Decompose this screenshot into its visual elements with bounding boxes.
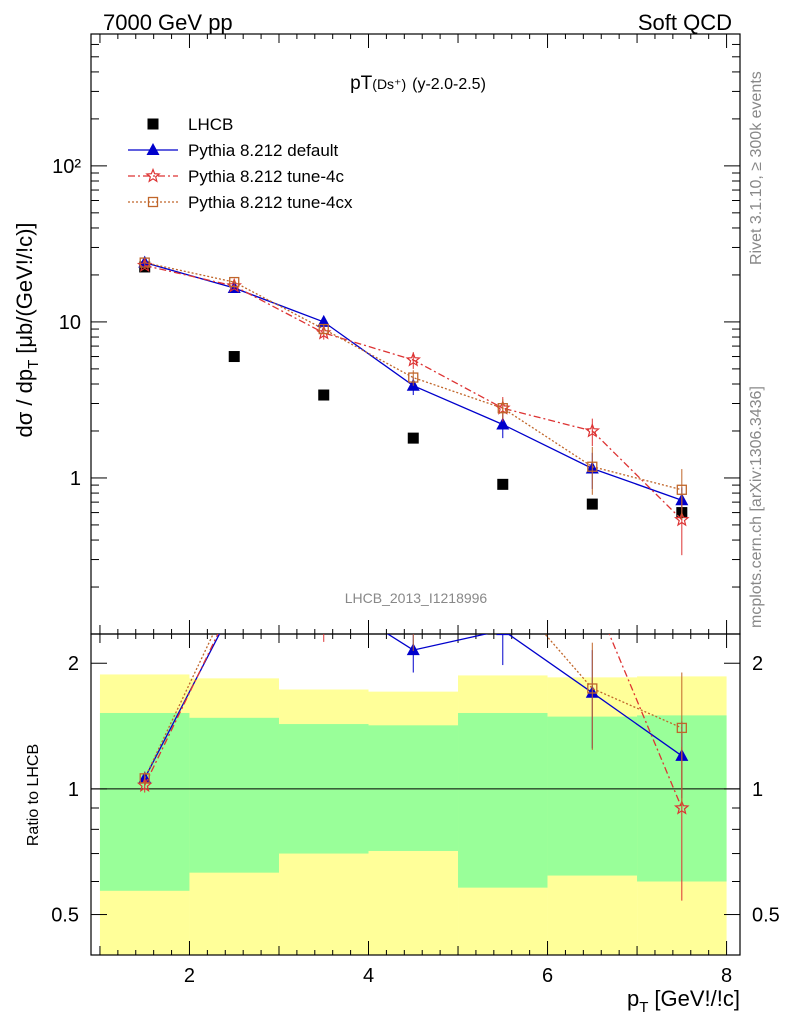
ratio-point xyxy=(676,722,687,734)
ratio-point xyxy=(319,608,328,617)
ratio-point xyxy=(139,773,150,784)
legend-marker xyxy=(147,118,159,130)
data-point xyxy=(405,351,421,367)
series-2 xyxy=(136,257,690,556)
y-axis-label-pre: dσ / dp xyxy=(12,369,37,438)
y-tick-label: 1 xyxy=(70,468,81,490)
data-point xyxy=(674,511,690,527)
uncertainty-bands xyxy=(99,674,727,955)
ratio-y-tick-label: 0.5 xyxy=(51,905,79,927)
green-band-0 xyxy=(99,712,190,891)
legend-entry-2: Pythia 8.212 tune-4c xyxy=(128,167,344,186)
legend-entry-3: Pythia 8.212 tune-4cx xyxy=(128,193,353,212)
ratio-point xyxy=(497,579,509,591)
ratio-frame xyxy=(90,633,741,956)
chart-title-main: pT xyxy=(350,73,373,94)
ratio-series xyxy=(136,573,690,901)
legend-entry-0: LHCB xyxy=(147,115,233,134)
legend: LHCB Pythia 8.212 default Pythia 8.212 tun… xyxy=(128,115,353,212)
y-axis-label: dσ / dpT [μb/(GeV!/!c)] xyxy=(12,222,42,437)
ratio-point xyxy=(230,585,239,594)
data-point xyxy=(139,257,150,268)
ratio-point xyxy=(228,599,241,611)
data-point xyxy=(228,351,240,363)
x-axis-label-sub: T xyxy=(639,999,648,1016)
legend-label: Pythia 8.212 default xyxy=(188,141,339,160)
ratio-point xyxy=(587,683,598,694)
data-point xyxy=(584,422,601,438)
chart-title-rest: (y-2.0-2.5) xyxy=(412,76,486,93)
header-right: Soft QCD xyxy=(638,10,732,35)
ratio-point xyxy=(407,573,419,585)
ratio-y-axis-label: Ratio to LHCB xyxy=(25,744,42,846)
x-axis-label-p: p xyxy=(627,986,639,1011)
x-tick-label: 6 xyxy=(542,965,553,987)
ratio-point xyxy=(586,587,598,599)
y-tick-label: 10 xyxy=(59,312,81,334)
ratio-panel: 2 4 6 8 0.5 0.5 1 1 2 2 xyxy=(51,573,780,987)
data-point xyxy=(496,417,510,430)
legend-label: Pythia 8.212 tune-4c xyxy=(188,167,344,186)
green-band-3 xyxy=(368,725,459,851)
ratio-y-tick-label: 1 xyxy=(68,779,79,801)
legend-entry-1: Pythia 8.212 default xyxy=(128,141,339,160)
green-band-1 xyxy=(189,717,279,873)
data-point xyxy=(676,484,687,495)
ratio-y-tick-label-right: 2 xyxy=(752,653,763,675)
data-point xyxy=(229,276,240,288)
header-left: 7000 GeV pp xyxy=(103,10,233,35)
mcplots-reference-label: mcplots.cern.ch [arXiv:1306.3436] xyxy=(748,386,765,628)
legend-label: Pythia 8.212 tune-4cx xyxy=(188,193,353,212)
data-point xyxy=(318,323,329,335)
ratio-y-tick-label-right: 1 xyxy=(752,779,763,801)
legend-marker xyxy=(146,143,160,155)
y-tick-label: 10² xyxy=(52,156,81,178)
legend-marker xyxy=(147,196,159,208)
ratio-point xyxy=(317,586,330,598)
data-point xyxy=(407,432,419,444)
data-point xyxy=(497,403,508,414)
x-tick-label: 8 xyxy=(721,965,732,987)
main-series xyxy=(136,255,690,556)
chart-title: pT(Ds⁺) (y-2.0-2.5) xyxy=(350,73,486,94)
ratio-y-tick-label: 2 xyxy=(68,653,79,675)
data-point xyxy=(408,372,419,383)
ratio-point xyxy=(498,581,507,590)
ratio-y-tick-label-right: 0.5 xyxy=(752,905,780,927)
rivet-version-label: Rivet 3.1.10, ≥ 300k events xyxy=(748,71,765,265)
ratio-point xyxy=(228,594,240,606)
ratio-point xyxy=(318,616,330,628)
series-3 xyxy=(139,257,687,520)
data-point xyxy=(586,498,598,510)
data-point xyxy=(497,478,509,490)
ratio-point xyxy=(496,634,510,636)
ratio-series-2 xyxy=(139,581,687,808)
green-band-4 xyxy=(458,712,548,888)
legend-label: LHCB xyxy=(188,115,233,134)
x-tick-label: 2 xyxy=(184,965,195,987)
analysis-watermark: LHCB_2013_I1218996 xyxy=(345,590,488,606)
data-point xyxy=(587,461,598,472)
x-axis-label: pT [GeV!/!c] xyxy=(627,986,740,1016)
ratio-point xyxy=(674,799,690,815)
ratio-point xyxy=(409,623,418,632)
x-tick-label: 4 xyxy=(363,965,374,987)
series-1 xyxy=(138,255,689,517)
main-panel: 1 10 10² xyxy=(52,33,741,635)
chart-title-sub: (Ds⁺) xyxy=(372,76,406,92)
y-axis-label-sub: T xyxy=(25,360,42,369)
data-point xyxy=(318,389,330,401)
legend-marker xyxy=(145,167,161,183)
y-axis-label-rest: [μb/(GeV!/!c)] xyxy=(12,222,37,353)
x-axis-label-rest: [GeV!/!c] xyxy=(654,986,740,1011)
